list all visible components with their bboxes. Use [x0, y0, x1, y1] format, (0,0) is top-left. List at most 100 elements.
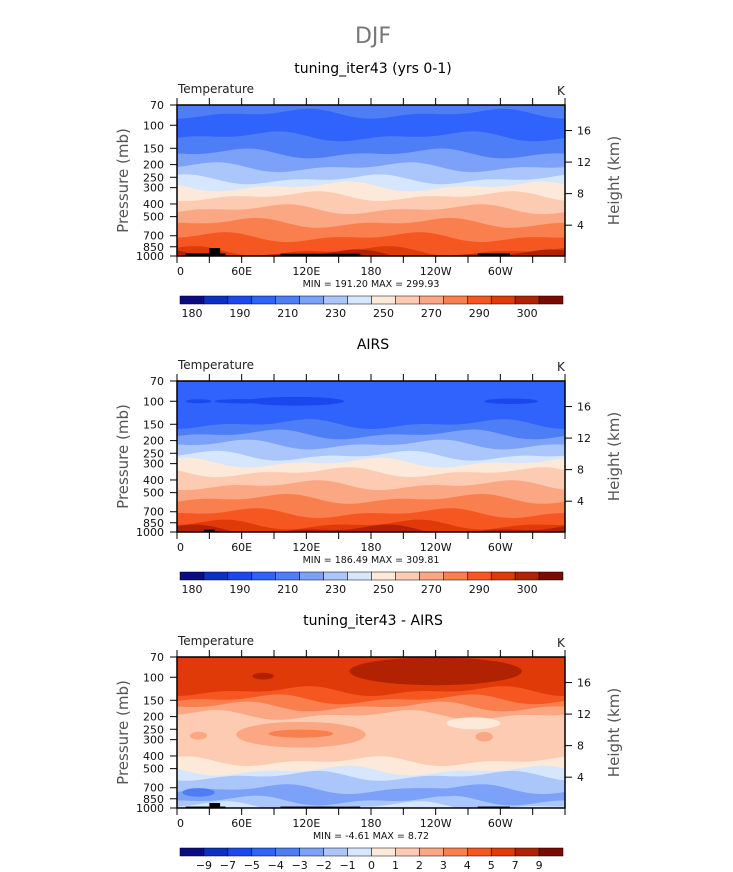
- topography-mask: [220, 253, 226, 256]
- y2-axis-label: Height (km): [605, 136, 623, 225]
- y-tick-label: 400: [143, 198, 164, 211]
- x-tick-label: 0: [177, 817, 184, 830]
- colorbar-swatch: [419, 847, 444, 857]
- y-tick-label: 850: [143, 241, 164, 254]
- colorbar-swatch: [395, 847, 420, 857]
- y-tick-label: 1000: [136, 526, 164, 539]
- contour-feature: [189, 731, 208, 740]
- colorbar-swatch: [467, 295, 492, 305]
- y-tick-label: 250: [143, 447, 164, 460]
- y-tick-label: 400: [143, 750, 164, 763]
- colorbar-label: 180: [181, 583, 202, 596]
- x-tick-label: 180: [361, 265, 382, 278]
- y2-tick-label: 16: [577, 125, 591, 138]
- y-tick-label: 400: [143, 474, 164, 487]
- y2-tick-label: 16: [577, 401, 591, 414]
- y2-tick-label: 4: [577, 219, 584, 232]
- y-tick-label: 500: [143, 487, 164, 500]
- contour-feature: [349, 657, 522, 686]
- panel-3: tuning_iter43 - AIRS Temperature K 0 60E 120E…: [114, 613, 623, 872]
- colorbar-swatch: [251, 571, 276, 581]
- x-tick-label: 60W: [488, 265, 513, 278]
- units-label: K: [557, 84, 566, 98]
- colorbar-swatch: [371, 847, 396, 857]
- colorbar-swatch: [227, 295, 253, 305]
- contour-area: [177, 657, 565, 808]
- x-tick-label: 180: [361, 541, 382, 554]
- variable-label: Temperature: [177, 634, 254, 648]
- colorbar-label: −1: [339, 859, 355, 872]
- y-tick-label: 100: [143, 671, 164, 684]
- colorbar-label: 250: [373, 583, 394, 596]
- colorbar-label: 290: [469, 307, 490, 320]
- colorbar-swatch: [179, 847, 205, 857]
- colorbar-swatch: [251, 847, 276, 857]
- y2-tick-label: 12: [577, 708, 591, 721]
- colorbar-label: 230: [325, 307, 346, 320]
- y2-tick-label: 8: [577, 740, 584, 753]
- colorbar-swatch: [227, 571, 253, 581]
- colorbar-label: 190: [229, 583, 250, 596]
- colorbar-swatch: [443, 295, 468, 305]
- contour-feature: [214, 399, 269, 404]
- x-tick-label: 60W: [488, 817, 513, 830]
- y-tick-label: 700: [143, 782, 164, 795]
- colorbar-label: −2: [316, 859, 332, 872]
- colorbar-swatch: [299, 847, 324, 857]
- colorbar-swatch: [299, 295, 324, 305]
- colorbar-label: 9: [536, 859, 543, 872]
- units-label: K: [557, 360, 566, 374]
- colorbar-swatch: [467, 571, 492, 581]
- colorbar-label: 2: [416, 859, 423, 872]
- colorbar-label: 180: [181, 307, 202, 320]
- contour-band: [177, 519, 565, 532]
- colorbar-swatch: [203, 571, 229, 581]
- colorbar-swatch: [347, 295, 372, 305]
- colorbar-label: 250: [373, 307, 394, 320]
- y-tick-label: 70: [150, 375, 164, 388]
- y-tick-label: 500: [143, 211, 164, 224]
- topography-mask: [209, 248, 221, 256]
- topography-mask: [477, 253, 511, 256]
- colorbar-swatch: [419, 295, 444, 305]
- colorbar-swatch: [490, 295, 516, 305]
- figure-title: DJF: [355, 24, 391, 49]
- colorbar-swatch: [371, 571, 396, 581]
- y2-tick-label: 8: [577, 188, 584, 201]
- contour-feature: [185, 399, 212, 404]
- y-tick-label: 200: [143, 711, 164, 724]
- contour-band: [177, 524, 565, 532]
- colorbar-label: 210: [277, 583, 298, 596]
- x-tick-label: 120E: [292, 541, 320, 554]
- colorbar-swatch: [538, 295, 564, 305]
- min-max-label: MIN = 186.49 MAX = 309.81: [303, 555, 440, 566]
- colorbar-swatch: [514, 847, 540, 857]
- colorbar-swatch: [395, 295, 420, 305]
- colorbar-swatch: [467, 847, 492, 857]
- colorbar-swatch: [514, 295, 540, 305]
- contour-feature: [268, 729, 334, 738]
- y2-tick-label: 16: [577, 677, 591, 690]
- panel-1: tuning_iter43 (yrs 0-1) Temperature K 0 60E 1…: [114, 61, 623, 320]
- colorbar-swatch: [179, 571, 205, 581]
- min-max-label: MIN = -4.61 MAX = 8.72: [313, 831, 429, 842]
- x-tick-label: 60E: [231, 265, 252, 278]
- contour-feature: [484, 398, 539, 405]
- y-tick-label: 850: [143, 793, 164, 806]
- x-tick-label: 0: [177, 541, 184, 554]
- y-tick-label: 200: [143, 159, 164, 172]
- x-tick-label: 120W: [420, 265, 452, 278]
- contour-band: [177, 249, 565, 256]
- y-tick-label: 150: [143, 142, 164, 155]
- contour-band: [177, 508, 565, 532]
- colorbar-label: 7: [512, 859, 519, 872]
- colorbar-label: −3: [292, 859, 308, 872]
- x-tick-label: 120E: [292, 817, 320, 830]
- y-tick-label: 70: [150, 99, 164, 112]
- y-axis-label: Pressure (mb): [114, 680, 132, 785]
- contour-feature: [247, 396, 345, 406]
- panel-2: AIRS Temperature K 0 60E 120E 180 120W 60W MIN = …: [114, 337, 623, 596]
- y-tick-label: 1000: [136, 802, 164, 815]
- y-tick-label: 250: [143, 171, 164, 184]
